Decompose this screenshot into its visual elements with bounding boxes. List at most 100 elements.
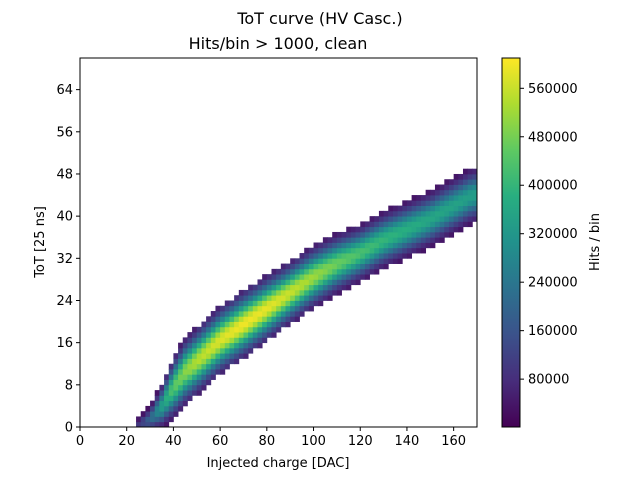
heatmap-cell bbox=[285, 289, 291, 296]
heatmap-cell bbox=[453, 210, 459, 217]
heatmap-cell bbox=[383, 242, 389, 249]
heatmap-cell bbox=[243, 300, 249, 307]
heatmap-cell bbox=[462, 184, 469, 191]
heatmap-cell bbox=[439, 221, 445, 228]
heatmap-cell bbox=[406, 216, 413, 222]
heatmap-cell bbox=[472, 205, 478, 212]
heatmap-cell bbox=[294, 284, 300, 291]
heatmap-cell bbox=[215, 321, 221, 328]
heatmap-cell bbox=[327, 242, 333, 249]
heatmap-cell bbox=[430, 210, 436, 217]
heatmap-cell bbox=[439, 200, 445, 206]
heatmap-cell bbox=[327, 237, 333, 243]
heatmap-cell bbox=[182, 347, 188, 354]
heatmap-cell bbox=[322, 295, 328, 301]
heatmap-cell bbox=[164, 416, 170, 423]
heatmap-cell bbox=[238, 289, 244, 296]
colorbar-ticks: 80000 160000 240000 320000 400000 480000 56000… bbox=[520, 82, 578, 388]
heatmap-cell bbox=[243, 337, 249, 344]
heatmap-cell bbox=[262, 284, 268, 291]
heatmap-cell bbox=[220, 342, 226, 349]
heatmap-cell bbox=[271, 289, 277, 296]
heatmap-cell bbox=[411, 237, 417, 243]
heatmap-cell bbox=[220, 316, 226, 322]
heatmap-cell bbox=[215, 342, 221, 349]
heatmap-cell bbox=[313, 258, 319, 264]
heatmap-cell bbox=[173, 384, 179, 391]
heatmap-cell bbox=[234, 326, 240, 333]
heatmap-cell bbox=[220, 311, 226, 317]
heatmap-cell bbox=[229, 358, 235, 365]
heatmap-cell bbox=[444, 226, 450, 233]
heatmap-cell bbox=[201, 337, 207, 344]
heatmap-cell bbox=[411, 221, 417, 228]
heatmap-cell bbox=[308, 295, 314, 301]
heatmap-cell bbox=[308, 300, 314, 307]
heatmap-cell bbox=[215, 358, 221, 365]
heatmap-cell bbox=[355, 231, 361, 238]
heatmap-cell bbox=[448, 226, 455, 233]
heatmap-cell bbox=[304, 284, 310, 291]
heatmap-cell bbox=[196, 369, 202, 375]
heatmap-cell bbox=[280, 300, 286, 307]
heatmap-cell bbox=[187, 384, 193, 391]
heatmap-cell bbox=[257, 332, 263, 338]
heatmap-cell bbox=[215, 337, 221, 344]
heatmap-cell bbox=[187, 337, 193, 344]
heatmap-cell bbox=[290, 305, 296, 312]
heatmap-cell bbox=[229, 342, 235, 349]
heatmap-cell bbox=[229, 353, 235, 359]
heatmap-cell bbox=[462, 179, 469, 185]
heatmap-cell bbox=[196, 332, 202, 338]
heatmap-cell bbox=[444, 179, 450, 185]
heatmap-cell bbox=[224, 347, 230, 354]
heatmap-cell bbox=[402, 205, 408, 212]
heatmap-cell bbox=[229, 326, 235, 333]
heatmap-cell bbox=[392, 247, 398, 254]
heatmap-cell bbox=[448, 221, 455, 228]
heatmap-cell bbox=[406, 242, 413, 249]
heatmap-cell bbox=[173, 353, 179, 359]
heatmap-cell bbox=[434, 205, 441, 212]
heatmap-cell bbox=[234, 332, 240, 338]
heatmap-cell bbox=[439, 210, 445, 217]
heatmap-cell bbox=[168, 411, 174, 417]
heatmap-cell bbox=[262, 311, 268, 317]
heatmap-cell bbox=[187, 363, 193, 370]
heatmap-cell bbox=[416, 231, 422, 238]
heatmap-cell bbox=[369, 263, 375, 270]
heatmap-cell bbox=[266, 284, 272, 291]
heatmap-cell bbox=[467, 210, 473, 217]
heatmap-cell bbox=[346, 253, 352, 259]
heatmap-cell bbox=[416, 216, 422, 222]
heatmap-cell bbox=[383, 253, 389, 259]
heatmap-cell bbox=[215, 347, 221, 354]
heatmap-cell bbox=[234, 337, 240, 344]
heatmap-cell bbox=[154, 411, 160, 417]
heatmap-cell bbox=[238, 353, 244, 359]
heatmap-cell bbox=[224, 332, 230, 338]
heatmap-cell bbox=[322, 237, 328, 243]
heatmap-cell bbox=[336, 263, 342, 270]
heatmap-cell bbox=[168, 374, 174, 380]
heatmap-cell bbox=[318, 274, 324, 280]
heatmap-cell bbox=[327, 247, 333, 254]
heatmap-cell bbox=[182, 337, 188, 344]
heatmap-cell bbox=[472, 184, 478, 191]
heatmap-cell bbox=[318, 268, 324, 275]
heatmap-cell bbox=[420, 216, 427, 222]
heatmap-cell bbox=[196, 347, 202, 354]
heatmap-cell bbox=[290, 263, 296, 270]
heatmap-cell bbox=[271, 321, 277, 328]
heatmap-cell bbox=[327, 289, 333, 296]
heatmap-cell bbox=[341, 284, 347, 291]
heatmap-cell bbox=[322, 247, 328, 254]
heatmap-cell bbox=[369, 253, 375, 259]
heatmap-cell bbox=[453, 216, 459, 222]
heatmap-cell bbox=[210, 321, 216, 328]
heatmap-cell bbox=[304, 253, 310, 259]
heatmap-cell bbox=[350, 279, 356, 286]
heatmap-cell bbox=[299, 284, 305, 291]
heatmap-cell bbox=[416, 210, 422, 217]
